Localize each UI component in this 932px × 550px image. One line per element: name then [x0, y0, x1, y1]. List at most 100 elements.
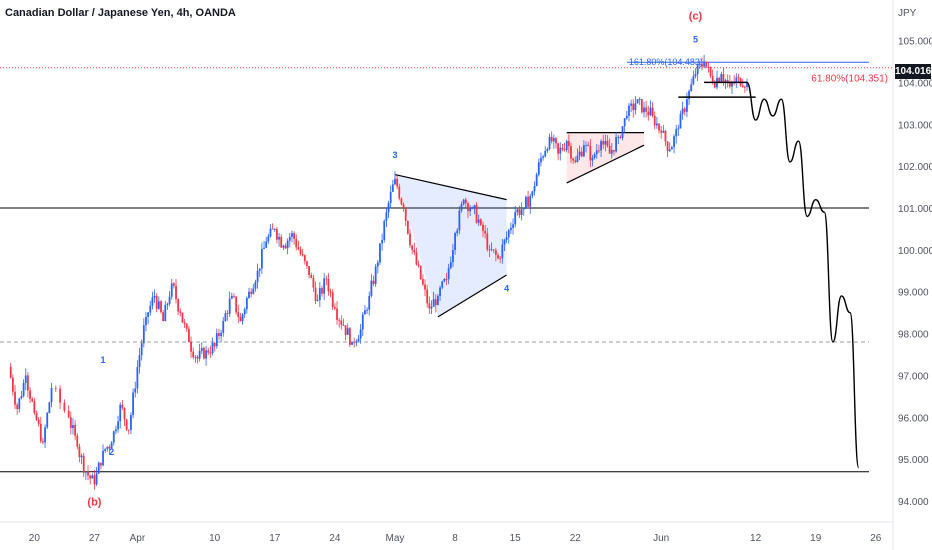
candle-body[interactable] [449, 262, 452, 269]
candle-body[interactable] [724, 80, 727, 82]
candle-body[interactable] [428, 303, 431, 309]
candle-body[interactable] [226, 313, 229, 314]
candle-body[interactable] [471, 208, 474, 209]
candle-body[interactable] [705, 61, 708, 67]
candle-body[interactable] [321, 288, 323, 294]
candle-body[interactable] [413, 249, 416, 253]
candle-body[interactable] [606, 140, 609, 146]
candle-body[interactable] [349, 328, 351, 345]
candle-body[interactable] [456, 230, 459, 234]
candle-body[interactable] [218, 333, 220, 337]
candle-body[interactable] [741, 85, 744, 87]
candle-body[interactable] [306, 261, 308, 266]
candle-body[interactable] [254, 282, 257, 289]
candle-body[interactable] [535, 174, 538, 186]
candle-body[interactable] [211, 342, 214, 354]
candle-body[interactable] [630, 103, 633, 106]
candle-body[interactable] [344, 325, 347, 335]
candle-body[interactable] [467, 203, 469, 212]
candle-body[interactable] [570, 146, 572, 159]
candle-body[interactable] [404, 208, 407, 221]
candle-body[interactable] [409, 233, 411, 246]
candle-body[interactable] [424, 284, 426, 290]
candle-body[interactable] [44, 427, 46, 443]
candle-body[interactable] [707, 66, 710, 68]
candle-body[interactable] [142, 325, 145, 344]
candle-body[interactable] [673, 136, 675, 148]
candle-body[interactable] [151, 297, 154, 306]
candle-body[interactable] [499, 258, 502, 260]
candle-body[interactable] [295, 238, 298, 248]
candle-body[interactable] [280, 236, 283, 248]
candle-body[interactable] [220, 332, 223, 337]
candle-body[interactable] [604, 140, 607, 145]
candle-body[interactable] [681, 108, 684, 115]
candle-body[interactable] [84, 471, 87, 473]
candle-body[interactable] [67, 410, 70, 418]
candle-body[interactable] [692, 76, 695, 85]
candle-body[interactable] [432, 299, 435, 307]
candle-body[interactable] [194, 356, 197, 358]
candle-body[interactable] [256, 270, 259, 283]
candle-body[interactable] [76, 435, 79, 447]
candle-body[interactable] [168, 296, 171, 304]
candle-body[interactable] [484, 230, 487, 234]
candle-body[interactable] [267, 236, 270, 242]
candle-body[interactable] [112, 431, 115, 443]
candle-body[interactable] [190, 341, 192, 352]
candle-body[interactable] [552, 138, 555, 142]
candle-body[interactable] [125, 419, 128, 430]
candle-body[interactable] [578, 151, 581, 156]
candle-body[interactable] [258, 268, 261, 271]
candle-body[interactable] [381, 240, 384, 244]
candle-body[interactable] [241, 314, 244, 322]
candle-body[interactable] [651, 107, 654, 116]
candle-body[interactable] [587, 144, 590, 146]
candle-body[interactable] [136, 367, 139, 389]
candle-body[interactable] [701, 63, 703, 67]
candle-body[interactable] [303, 255, 306, 262]
candle-body[interactable] [394, 178, 396, 185]
candle-body[interactable] [376, 262, 379, 267]
candle-body[interactable] [563, 149, 566, 151]
candle-body[interactable] [643, 107, 645, 113]
candle-body[interactable] [370, 280, 373, 296]
candle-body[interactable] [127, 429, 130, 431]
candle-body[interactable] [260, 248, 263, 269]
candle-body[interactable] [615, 137, 617, 152]
candle-body[interactable] [183, 322, 186, 324]
candle-body[interactable] [437, 295, 439, 305]
candle-body[interactable] [368, 295, 371, 310]
candle-body[interactable] [421, 279, 424, 285]
candle-body[interactable] [447, 268, 450, 280]
candle-body[interactable] [488, 249, 491, 251]
candle-body[interactable] [293, 233, 295, 239]
candle-body[interactable] [625, 115, 628, 119]
candle-body[interactable] [121, 404, 124, 408]
candle-body[interactable] [177, 299, 180, 312]
candle-body[interactable] [426, 289, 429, 304]
candle-body[interactable] [713, 82, 716, 88]
candle-body[interactable] [505, 237, 508, 240]
candle-body[interactable] [675, 129, 678, 137]
candle-body[interactable] [33, 401, 36, 414]
candle-body[interactable] [273, 228, 276, 230]
candle-body[interactable] [342, 324, 345, 326]
candle-body[interactable] [518, 209, 521, 215]
candle-body[interactable] [138, 355, 141, 368]
candle-body[interactable] [473, 205, 476, 209]
candle-body[interactable] [153, 295, 156, 298]
candle-body[interactable] [383, 220, 386, 241]
candle-body[interactable] [250, 291, 253, 294]
candle-body[interactable] [580, 151, 583, 157]
candle-body[interactable] [696, 64, 699, 75]
candle-body[interactable] [679, 114, 682, 129]
candle-body[interactable] [207, 350, 210, 353]
candle-body[interactable] [228, 298, 231, 314]
candle-body[interactable] [402, 204, 405, 209]
candle-body[interactable] [647, 111, 650, 116]
candle-body[interactable] [613, 149, 615, 152]
candle-body[interactable] [16, 404, 19, 409]
candle-body[interactable] [550, 136, 553, 142]
